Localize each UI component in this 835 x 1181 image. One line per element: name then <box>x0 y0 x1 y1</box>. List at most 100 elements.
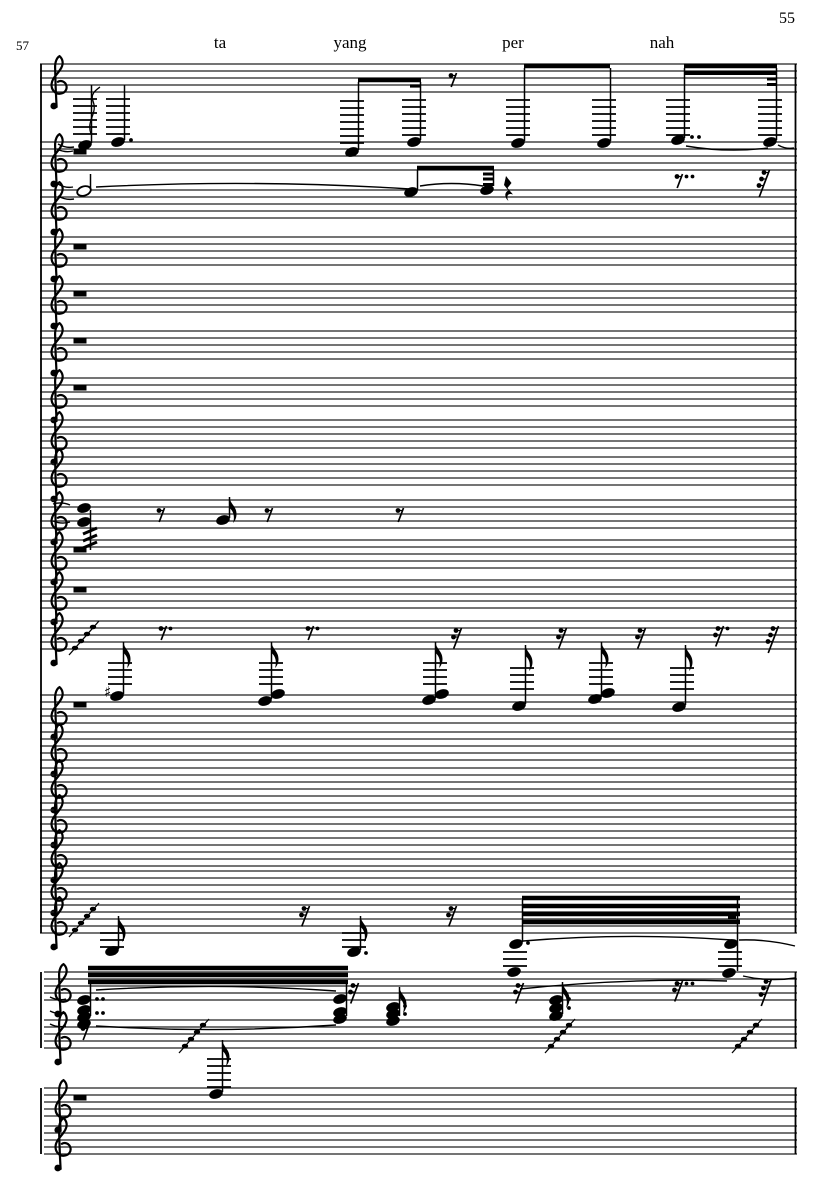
lyric-syllable: ta <box>213 33 227 52</box>
augmentation-dot <box>364 951 368 955</box>
notehead <box>507 967 521 977</box>
rest-w <box>73 291 87 297</box>
augmentation-dot <box>567 997 571 1001</box>
augmentation-dot <box>403 1012 407 1016</box>
staff-8 <box>40 411 797 467</box>
staff-12 <box>40 571 797 627</box>
rest-q <box>504 176 513 201</box>
rest-w <box>73 587 87 593</box>
rest-w <box>73 547 87 553</box>
augmentation-dot <box>526 941 530 945</box>
augmentation-dot <box>101 1011 105 1015</box>
staff-23 <box>44 1079 797 1135</box>
tie-slur <box>519 979 728 990</box>
augmentation-dot <box>567 1006 571 1010</box>
whole-rest <box>73 244 87 250</box>
eighth-flag <box>229 497 237 523</box>
eighth-flag <box>435 642 443 668</box>
staff-19 <box>40 862 797 918</box>
notehead <box>77 503 91 513</box>
tie-slur <box>52 520 71 524</box>
rest-32 <box>756 169 771 198</box>
augmentation-dot <box>690 135 694 139</box>
ledger-lines <box>758 99 782 136</box>
notehead <box>672 702 686 712</box>
rest-16 <box>348 982 360 1004</box>
ledger-lines <box>718 951 742 967</box>
notehead <box>111 137 125 147</box>
rest-8 <box>158 625 173 641</box>
half-notehead <box>76 185 92 197</box>
staff-24 <box>44 1117 797 1173</box>
tie-slur <box>95 1024 337 1031</box>
staff-15 <box>40 723 797 779</box>
notehead <box>435 689 449 699</box>
notehead <box>407 137 421 147</box>
staff-3 <box>40 181 797 237</box>
ledger-lines <box>670 667 694 690</box>
augmentation-dot <box>168 626 173 631</box>
notehead <box>347 947 361 957</box>
augmentation-dot <box>95 997 99 1001</box>
notehead <box>105 946 119 956</box>
notehead <box>422 695 436 705</box>
rest-w <box>73 702 87 708</box>
eighth-flag <box>360 916 368 942</box>
ledger-lines <box>506 99 530 136</box>
ledger-lines <box>342 932 366 948</box>
rest-16 <box>446 905 458 927</box>
notehead <box>597 138 611 148</box>
staff-13 <box>40 612 797 668</box>
ledger-lines <box>402 99 426 136</box>
lyric-syllable: yang <box>333 33 367 52</box>
augmentation-dot <box>315 626 320 631</box>
rest-32 <box>765 625 780 654</box>
notehead <box>512 701 526 711</box>
tie-slur <box>49 1010 67 1015</box>
staff-1 <box>40 55 797 111</box>
grace-note-run <box>68 902 100 938</box>
eighth-flag <box>118 916 126 942</box>
tie-slur <box>522 935 733 942</box>
ornament-squiggle <box>89 86 101 135</box>
tie-slur <box>57 195 75 201</box>
eighth-flag <box>222 1040 230 1066</box>
notehead <box>480 185 494 195</box>
tie-slur <box>49 996 67 1001</box>
augmentation-dot <box>690 174 695 179</box>
augmentation-dot <box>697 135 701 139</box>
whole-rest <box>73 385 87 391</box>
rest-8 <box>264 507 274 523</box>
rest-16 <box>713 625 730 647</box>
staff-18 <box>40 829 797 885</box>
whole-rest <box>73 338 87 344</box>
eighth-flag <box>271 642 279 668</box>
augmentation-dot <box>725 626 730 631</box>
tie-slur <box>56 148 74 153</box>
rest-32 <box>758 978 773 1007</box>
notehead <box>209 1089 223 1099</box>
page-number: 55 <box>779 10 795 27</box>
tremolo-slashes <box>82 526 98 550</box>
notehead <box>78 140 92 150</box>
notehead <box>404 187 418 197</box>
notehead <box>549 1003 563 1013</box>
rest-w <box>73 1095 87 1101</box>
notehead <box>549 1011 563 1021</box>
rest-16 <box>451 627 463 649</box>
whole-rest <box>73 702 87 708</box>
notehead <box>724 939 738 949</box>
tie-slur <box>419 182 484 187</box>
notehead <box>763 137 777 147</box>
tie-slur <box>738 939 796 947</box>
rest-8 <box>80 1025 90 1041</box>
ledger-lines <box>592 99 616 136</box>
augmentation-dot <box>403 1004 407 1008</box>
notehead <box>77 517 91 527</box>
tie-slur <box>777 144 795 150</box>
rest-8 <box>395 507 405 523</box>
ledger-lines <box>666 99 690 136</box>
rest-8 <box>674 173 695 189</box>
whole-rest <box>73 1095 87 1101</box>
notehead <box>722 968 736 978</box>
